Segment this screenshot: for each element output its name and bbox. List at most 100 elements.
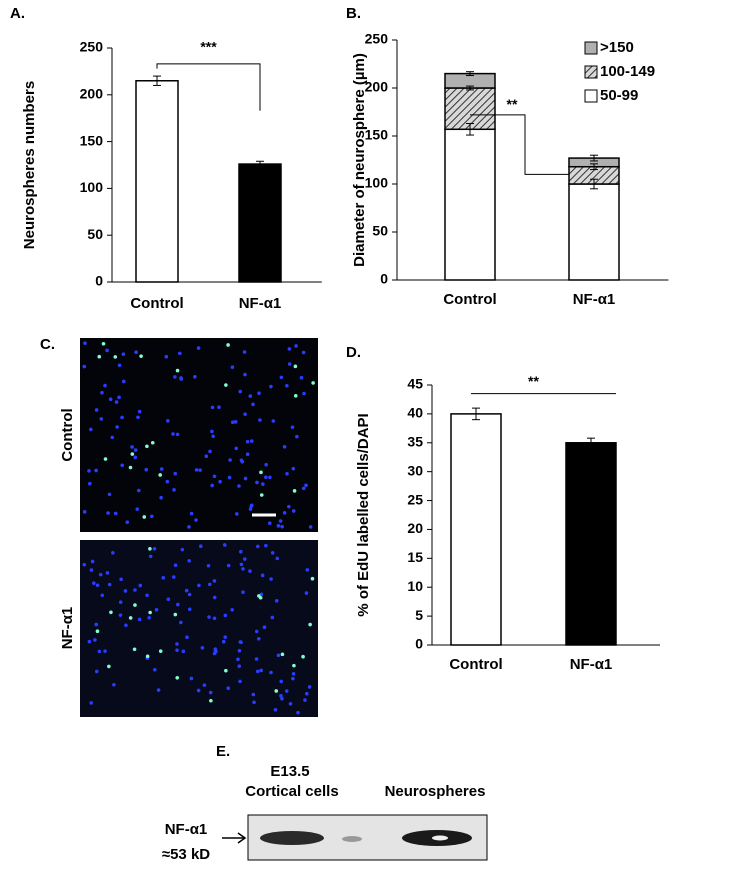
legend-swatch: [584, 89, 598, 103]
error-bar: [153, 75, 161, 86]
nucleus: [210, 429, 214, 434]
nucleus: [109, 610, 113, 615]
x-tick-label: NF-α1: [239, 295, 282, 312]
nucleus: [108, 397, 113, 402]
nucleus: [171, 575, 176, 579]
y-tick-label: 15: [407, 549, 423, 565]
nucleus: [276, 653, 281, 658]
nucleus: [101, 341, 106, 346]
nucleus: [242, 350, 247, 354]
nucleus: [121, 379, 126, 384]
nucleus: [118, 613, 123, 617]
nucleus: [227, 475, 232, 480]
nucleus: [189, 676, 194, 681]
x-tick-label: Control: [443, 291, 496, 308]
nucleus: [280, 524, 284, 529]
y-tick-label: 100: [365, 175, 389, 191]
nucleus: [270, 615, 275, 620]
y-tick-label: 0: [380, 271, 388, 287]
nucleus: [243, 412, 247, 416]
nucleus: [241, 567, 245, 571]
nucleus: [121, 352, 126, 356]
legend-swatch: [584, 41, 598, 55]
nucleus: [115, 425, 119, 429]
y-tick-label: 50: [87, 226, 103, 242]
nucleus: [226, 686, 231, 691]
nucleus: [292, 489, 297, 493]
nucleus: [166, 597, 171, 602]
nucleus: [106, 511, 110, 515]
nucleus: [279, 375, 284, 380]
nucleus: [197, 583, 201, 588]
nucleus: [100, 593, 105, 598]
legend-label: 100-149: [600, 63, 655, 80]
nucleus: [285, 471, 289, 476]
nucleus: [293, 364, 298, 369]
micrograph: [80, 540, 318, 717]
y-tick-label: 0: [415, 636, 423, 652]
nucleus: [138, 583, 143, 588]
nucleus: [196, 346, 201, 350]
nucleus: [172, 488, 176, 492]
y-tick-label: 150: [80, 132, 104, 148]
panel-label: A.: [10, 5, 25, 22]
nucleus: [117, 395, 121, 400]
nucleus: [208, 449, 212, 454]
bar: [565, 442, 617, 646]
nucleus: [308, 525, 313, 529]
nucleus: [128, 465, 133, 470]
nucleus: [269, 384, 273, 389]
nucleus: [301, 350, 306, 355]
nucleus: [159, 467, 164, 471]
nucleus: [198, 468, 202, 472]
lane-label: Neurospheres: [385, 783, 486, 800]
nucleus: [114, 400, 119, 404]
nucleus: [291, 466, 296, 471]
nucleus: [291, 676, 295, 681]
nucleus: [236, 657, 240, 662]
nucleus: [142, 515, 147, 519]
image-panel: C. Control NF-α1: [40, 336, 318, 717]
nucleus: [180, 547, 185, 552]
nucleus: [245, 439, 250, 444]
y-axis-label: Diameter of neurosphere (µm): [351, 53, 368, 267]
nucleus: [305, 691, 309, 696]
nucleus: [202, 683, 207, 687]
y-tick-label: 100: [80, 179, 104, 195]
nucleus: [161, 576, 166, 580]
nucleus: [254, 657, 259, 661]
y-tick-label: 35: [407, 433, 423, 449]
nucleus: [120, 463, 125, 468]
x-tick-label: Control: [449, 656, 502, 673]
nucleus: [301, 654, 305, 659]
nucleus: [118, 600, 123, 604]
nucleus: [285, 383, 289, 388]
nucleus: [226, 563, 231, 568]
nucleus: [139, 354, 143, 358]
error-bar: [466, 123, 474, 136]
y-tick-label: 5: [415, 607, 423, 623]
nucleus: [82, 364, 87, 369]
nucleus: [264, 543, 268, 548]
legend-swatch: [584, 65, 598, 79]
nucleus: [82, 510, 87, 514]
nucleus: [173, 471, 178, 476]
nucleus: [97, 354, 102, 359]
nucleus: [152, 546, 157, 551]
nucleus: [110, 435, 115, 440]
nucleus: [94, 669, 99, 674]
nucleus: [273, 707, 278, 712]
panel-label: C.: [40, 336, 55, 353]
nucleus: [187, 525, 191, 529]
nucleus: [211, 434, 215, 439]
nucleus: [103, 457, 108, 461]
error-bar: [587, 437, 595, 448]
nucleus: [239, 562, 244, 567]
nucleus: [100, 390, 104, 395]
bar: [238, 163, 282, 283]
nucleus: [137, 409, 142, 414]
x-tick-label: NF-α1: [570, 656, 613, 673]
x-tick-label: NF-α1: [573, 291, 616, 308]
nucleus: [234, 446, 239, 451]
nucleus: [207, 582, 212, 587]
